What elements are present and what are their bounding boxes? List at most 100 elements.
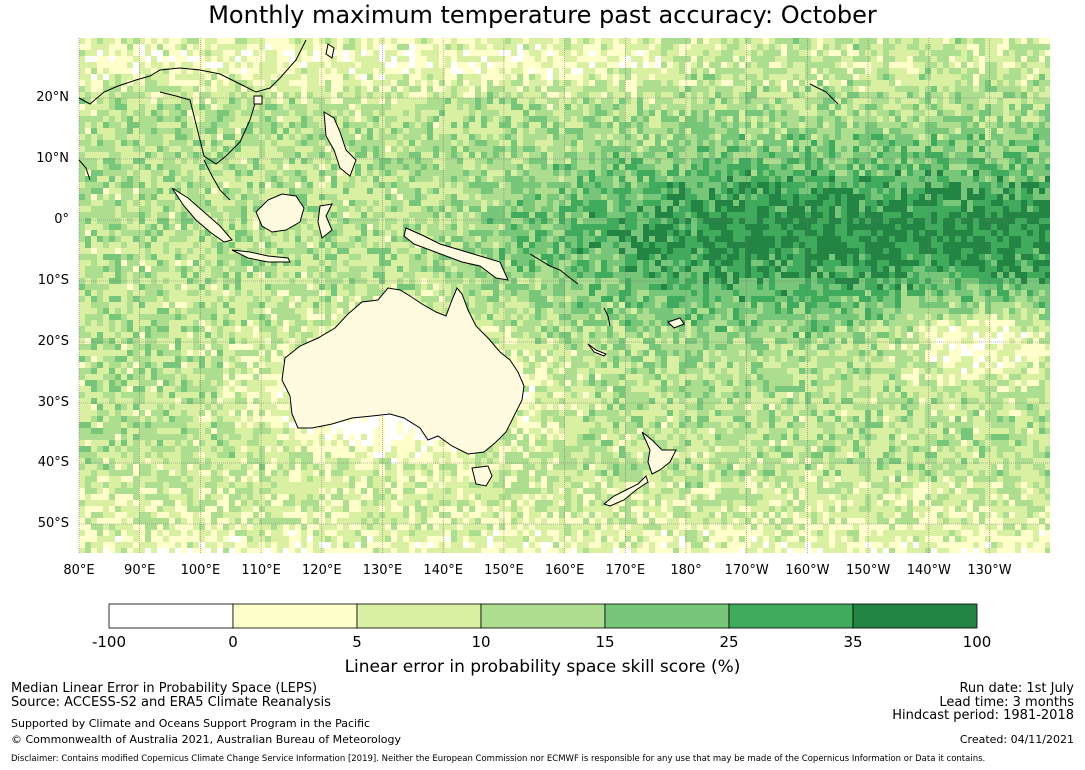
grid-cell [1033,212,1039,218]
grid-cell [439,92,445,98]
grid-cell [571,170,577,176]
grid-cell [427,98,433,104]
grid-cell [799,182,805,188]
grid-cell [919,92,925,98]
grid-cell [283,80,289,86]
grid-cell [151,158,157,164]
grid-cell [109,218,115,224]
grid-cell [817,158,823,164]
grid-cell [637,170,643,176]
grid-cell [727,182,733,188]
grid-cell [199,122,205,128]
grid-cell [883,74,889,80]
grid-cell [145,164,151,170]
grid-cell [541,212,547,218]
grid-cell [523,116,529,122]
grid-cell [637,134,643,140]
grid-cell [553,194,559,200]
grid-cell [985,104,991,110]
grid-cell [583,92,589,98]
grid-cell [655,62,661,68]
grid-cell [277,170,283,176]
grid-cell [877,200,883,206]
grid-cell [763,122,769,128]
grid-cell [457,74,463,80]
grid-cell [1009,176,1015,182]
grid-cell [385,56,391,62]
grid-cell [691,98,697,104]
grid-cell [655,122,661,128]
grid-cell [805,176,811,182]
grid-cell [895,74,901,80]
grid-cell [97,212,103,218]
grid-cell [913,68,919,74]
grid-cell [379,212,385,218]
grid-cell [175,170,181,176]
grid-cell [91,122,97,128]
grid-cell [757,68,763,74]
grid-cell [781,152,787,158]
grid-cell [961,110,967,116]
grid-cell [841,212,847,218]
grid-cell [505,182,511,188]
grid-cell [553,104,559,110]
grid-cell [301,164,307,170]
grid-cell [205,98,211,104]
grid-cell [601,206,607,212]
grid-cell [661,80,667,86]
grid-cell [79,206,85,212]
grid-cell [733,146,739,152]
grid-cell [301,134,307,140]
grid-cell [133,110,139,116]
grid-cell [967,146,973,152]
grid-cell [883,86,889,92]
grid-cell [709,134,715,140]
grid-cell [457,158,463,164]
grid-cell [949,206,955,212]
grid-cell [991,50,997,56]
grid-cell [973,56,979,62]
grid-cell [115,200,121,206]
grid-cell [301,194,307,200]
grid-cell [307,44,313,50]
grid-cell [217,122,223,128]
grid-cell [937,200,943,206]
grid-cell [451,194,457,200]
grid-cell [799,86,805,92]
grid-cell [361,164,367,170]
grid-cell [169,206,175,212]
grid-cell [877,50,883,56]
grid-cell [325,212,331,218]
grid-cell [127,158,133,164]
grid-cell [121,218,127,224]
grid-cell [715,122,721,128]
grid-cell [217,176,223,182]
grid-cell [847,110,853,116]
grid-cell [1003,62,1009,68]
grid-cell [499,104,505,110]
grid-cell [109,68,115,74]
grid-cell [403,140,409,146]
grid-cell [781,50,787,56]
grid-cell [535,134,541,140]
grid-cell [421,152,427,158]
grid-cell [499,206,505,212]
grid-cell [667,218,673,224]
grid-cell [451,146,457,152]
grid-cell [517,92,523,98]
grid-cell [937,110,943,116]
grid-cell [685,206,691,212]
grid-cell [649,92,655,98]
grid-cell [331,104,337,110]
grid-cell [289,176,295,182]
grid-cell [139,74,145,80]
grid-cell [427,188,433,194]
grid-cell [253,218,259,224]
grid-cell [553,44,559,50]
grid-cell [529,50,535,56]
grid-cell [697,44,703,50]
grid-cell [631,80,637,86]
grid-cell [979,86,985,92]
grid-cell [301,146,307,152]
grid-cell [721,218,727,224]
